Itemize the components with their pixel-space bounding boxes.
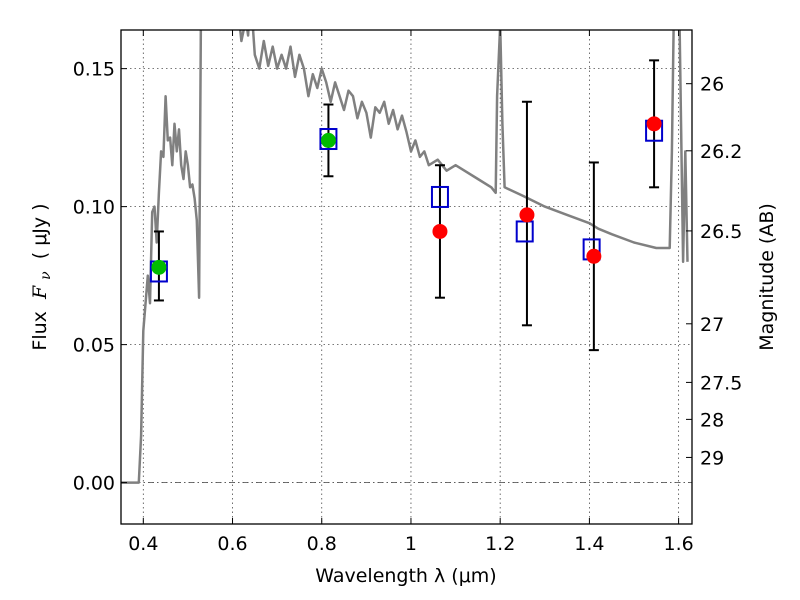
observed-point-3 [519,207,535,223]
y-axis-label-prefix: Flux [29,311,51,351]
model-square-1 [319,128,338,151]
y-axis-label-subscript: ν [38,271,54,280]
observed-point-4 [586,248,602,264]
plot-frame [120,29,693,525]
y-tick-label-1: 0.05 [73,335,115,357]
ticks: 0.4 0.6 0.8 1 1.2 1.4 1.6 0.00 0.05 0.10 0.15 26 26.… [73,30,742,555]
y-axis-label: Flux F ν ( μJy ) [29,203,55,350]
y-axis-label-unit: ( μJy ) [29,203,51,259]
y-axis-label-symbol: F [29,285,51,300]
observed-point-1 [320,132,336,148]
observed-point-0 [151,259,167,275]
y-tick-label-3: 0.15 [73,59,115,81]
x-tick-label-1: 0.6 [217,533,247,555]
observed-point-2 [432,223,448,239]
x-tick-label-5: 1.4 [574,533,604,555]
plot-area [121,30,692,484]
y-tick-label-2: 0.10 [73,197,115,219]
x-axis-label: Wavelength λ (μm) [315,565,496,587]
magnitude-tick-label-2: 26.5 [700,221,742,243]
magnitude-tick-label-1: 26.2 [700,141,742,163]
magnitude-tick-label-6: 29 [700,447,724,469]
magnitude-tick-label-4: 27.5 [700,372,742,394]
magnitude-tick-label-5: 28 [700,409,724,431]
x-tick-label-3: 1 [405,533,417,555]
x-tick-label-6: 1.6 [664,533,694,555]
model-square-2 [430,185,449,208]
x-tick-label-2: 0.8 [307,533,337,555]
magnitude-tick-label-3: 27 [700,314,724,336]
y-tick-label-0: 0.00 [73,473,115,495]
x-tick-label-4: 1.2 [485,533,515,555]
observed-point-5 [646,116,662,132]
x-tick-label-0: 0.4 [128,533,158,555]
right-axis-label: Magnitude (AB) [756,203,778,351]
magnitude-tick-label-0: 26 [700,74,724,96]
template-spectrum-line [121,30,689,484]
